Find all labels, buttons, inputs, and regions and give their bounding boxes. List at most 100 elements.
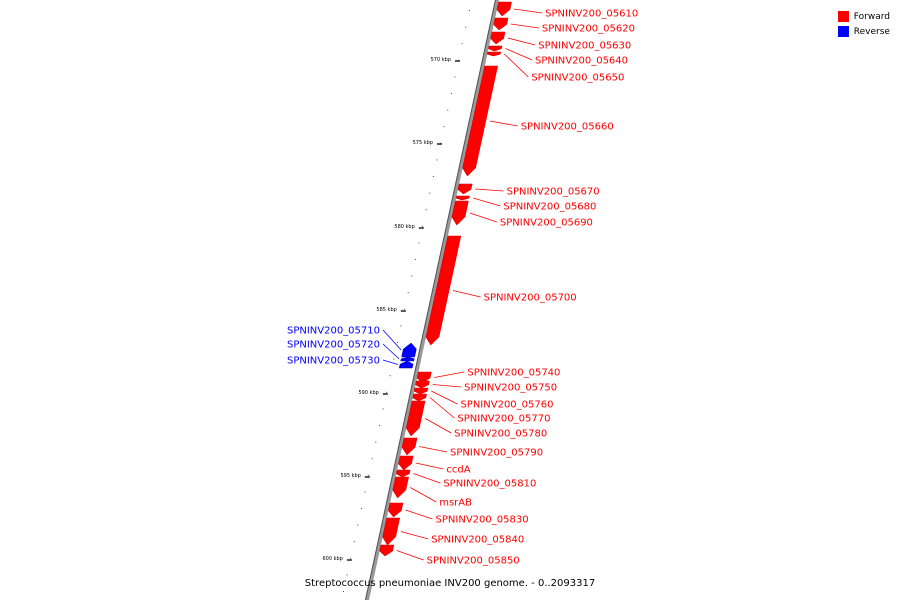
gene-label-spninv200_05650[interactable]: SPNINV200_05650: [504, 53, 624, 84]
leader-line: [410, 487, 437, 503]
gene-spninv200_05650[interactable]: [486, 51, 502, 57]
gene-label-spninv200_05640[interactable]: SPNINV200_05640: [505, 48, 628, 67]
gene-spninv200_05610[interactable]: [496, 1, 512, 17]
minor-tick: [436, 159, 438, 161]
gene-labels: SPNINV200_05610 SPNINV200_05620 SPNINV200_…: [287, 9, 638, 567]
minor-tick: [429, 192, 431, 194]
gene-spninv200_05640[interactable]: [488, 45, 503, 52]
leader-line: [434, 371, 465, 378]
gene-label-spninv200_05680[interactable]: SPNINV200_05680: [472, 197, 596, 213]
gene-label-text: SPNINV200_05850: [427, 556, 520, 567]
gene-label-spninv200_05700[interactable]: SPNINV200_05700: [452, 290, 577, 304]
gene-label-text: SPNINV200_05780: [454, 429, 547, 440]
gene-spninv200_05780[interactable]: [405, 400, 426, 437]
gene-label-spninv200_05660[interactable]: SPNINV200_05660: [489, 120, 614, 133]
gene-label-text: SPNINV200_05750: [464, 383, 557, 394]
gene-spninv200_05790[interactable]: [401, 437, 418, 456]
gene-label-spninv200_05750[interactable]: SPNINV200_05750: [432, 383, 557, 394]
legend-forward-label: Forward: [853, 11, 890, 22]
gene-spninv200_05810[interactable]: [396, 469, 411, 478]
gene-label-spninv200_05770[interactable]: SPNINV200_05770: [429, 397, 551, 425]
gene-spninv200_05760[interactable]: [413, 387, 429, 395]
gene-label-spninv200_05810[interactable]: SPNINV200_05810: [413, 473, 536, 490]
gene-label-text: SPNINV200_05760: [460, 400, 553, 411]
gene-face: [420, 372, 432, 383]
leader-line: [419, 446, 448, 453]
gene-label-spninv200_05830[interactable]: SPNINV200_05830: [405, 509, 529, 526]
gene-spninv200_05770[interactable]: [412, 393, 427, 402]
minor-tick: [418, 242, 420, 244]
gene-label-spninv200_05740[interactable]: SPNINV200_05740: [434, 368, 560, 379]
minor-tick: [360, 508, 362, 509]
gene-spninv200_05700[interactable]: [425, 235, 462, 346]
gene-spninv200_05740[interactable]: [416, 371, 432, 384]
gene-face: [418, 381, 430, 388]
gene-spninv200_05670[interactable]: [457, 183, 473, 195]
gene-face: [382, 545, 394, 556]
gene-spninv200_05620[interactable]: [493, 17, 509, 31]
gene-label-spninv200_05730[interactable]: SPNINV200_05730: [287, 356, 399, 367]
gene-spninv200_05630[interactable]: [490, 31, 506, 45]
gene-label-text: SPNINV200_05610: [545, 9, 638, 20]
gene-spninv200_05680[interactable]: [455, 195, 470, 201]
minor-tick: [378, 425, 380, 426]
gene-arrow: [401, 342, 417, 358]
minor-tick: [346, 574, 348, 576]
gene-spninv200_05840[interactable]: [382, 517, 401, 546]
gene-label-text: SPNINV200_05620: [542, 24, 635, 35]
minor-tick: [400, 325, 402, 327]
minor-tick: [364, 491, 366, 493]
gene-label-spninv200_05850[interactable]: SPNINV200_05850: [396, 550, 520, 567]
gene-ccda[interactable]: [398, 455, 414, 471]
leader-line: [413, 473, 441, 484]
gene-label-msrab[interactable]: msrAB: [410, 487, 472, 509]
gene-spninv200_05830[interactable]: [388, 502, 404, 518]
gene-spninv200_05660[interactable]: [462, 65, 499, 177]
gene-face: [417, 388, 428, 394]
tick-label: 585 kbp: [376, 307, 396, 313]
gene-label-spninv200_05610[interactable]: SPNINV200_05610: [513, 9, 638, 20]
leader-line: [505, 48, 533, 61]
leader-line: [405, 509, 433, 520]
gene-spninv200_05850[interactable]: [379, 544, 395, 557]
gene-label-spninv200_05720[interactable]: SPNINV200_05720: [287, 340, 400, 360]
gene-label-text: SPNINV200_05740: [467, 368, 560, 379]
gene-label-spninv200_05840[interactable]: SPNINV200_05840: [400, 531, 524, 546]
leader-line: [452, 290, 481, 298]
gene-features: [379, 1, 512, 557]
gene-face: [395, 477, 409, 498]
gene-spninv200_05690[interactable]: [451, 200, 469, 226]
gene-label-spninv200_05630[interactable]: SPNINV200_05630: [507, 37, 632, 52]
gene-face: [385, 518, 400, 545]
genome-backbone: [364, 0, 500, 600]
gene-label-text: SPNINV200_05630: [538, 41, 631, 52]
gene-label-spninv200_05620[interactable]: SPNINV200_05620: [510, 24, 635, 35]
gene-label-ccda[interactable]: ccdA: [415, 462, 471, 476]
gene-label-text: SPNINV200_05720: [287, 340, 380, 351]
gene-msrab[interactable]: [392, 476, 409, 499]
gene-spninv200_05750[interactable]: [415, 380, 430, 389]
gene-label-spninv200_05690[interactable]: SPNINV200_05690: [469, 212, 593, 229]
gene-label-spninv200_05790[interactable]: SPNINV200_05790: [419, 446, 543, 459]
gene-label-text: SPNINV200_05770: [457, 414, 550, 425]
gene-label-spninv200_05670[interactable]: SPNINV200_05670: [475, 187, 600, 198]
minor-tick: [386, 391, 388, 393]
backbone-edge: [364, 0, 497, 600]
gene-label-text: SPNINV200_05710: [287, 326, 380, 337]
gene-spninv200_05720[interactable]: [400, 356, 415, 362]
gene-arrow: [400, 356, 415, 362]
gene-spninv200_05710[interactable]: [401, 342, 417, 358]
gene-face: [499, 2, 512, 16]
gene-face: [460, 184, 473, 194]
gene-label-spninv200_05710[interactable]: SPNINV200_05710: [287, 326, 402, 351]
gene-face: [465, 66, 498, 176]
gene-label-spninv200_05780[interactable]: SPNINV200_05780: [425, 418, 547, 440]
legend: Forward Reverse: [837, 9, 890, 39]
gene-face: [459, 196, 470, 200]
gene-spninv200_05730[interactable]: [398, 360, 414, 369]
minor-tick: [407, 292, 409, 294]
tick-label: 575 kbp: [413, 140, 433, 146]
gene-label-spninv200_05760[interactable]: SPNINV200_05760: [431, 390, 553, 411]
minor-tick: [393, 358, 395, 360]
